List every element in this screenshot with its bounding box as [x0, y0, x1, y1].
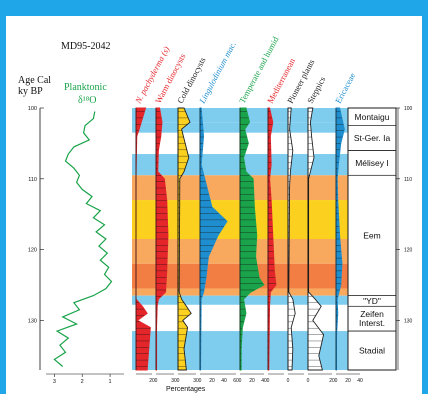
- zone-label: "YD": [363, 296, 381, 306]
- column-label: Lingulodinium mac.: [196, 40, 237, 106]
- column-tick-label: 20: [329, 378, 335, 384]
- isotope-label-line1: Planktonic: [64, 82, 107, 93]
- column-tick-label: 20: [345, 378, 351, 384]
- series-area: [307, 107, 325, 371]
- column-tick-label: 40: [261, 378, 267, 384]
- column-tick-label: 0: [155, 378, 158, 384]
- column-tick-label: 0: [177, 378, 180, 384]
- chart-title: MD95-2042: [61, 41, 110, 52]
- zone-label: St-Ger. Ia: [354, 133, 391, 143]
- column-tick-label: 20: [209, 378, 215, 384]
- column-label: Ericaceae: [333, 71, 357, 105]
- column-tick-label: 0: [239, 378, 242, 384]
- zone-label: Eem: [363, 230, 380, 240]
- column-tick-label: 60: [233, 378, 239, 384]
- isotope-tick-label: 1: [109, 379, 112, 385]
- age-tick-label: 130: [28, 318, 37, 324]
- isotope-tick-label: 2: [81, 379, 84, 385]
- column-tick-label: 0: [287, 378, 290, 384]
- column-tick-label: 30: [171, 378, 177, 384]
- x-axis-label: Percentages: [166, 386, 206, 393]
- figure-panel: MD95-2042 Age Cal ky BP Planktonic δ¹⁸O …: [6, 16, 422, 394]
- column-tick-label: 40: [221, 378, 227, 384]
- age-tick-label: 120: [28, 248, 37, 254]
- column-tick-label: 0: [199, 378, 202, 384]
- column-tick-label: 0: [267, 378, 270, 384]
- isotope-panel: 100 110 120 130 3 2 1: [28, 106, 124, 385]
- right-tick-label: 120: [404, 248, 413, 254]
- pollen-diagram: MD95-2042 Age Cal ky BP Planktonic δ¹⁸O …: [18, 34, 413, 393]
- y-axis-label-line1: Age Cal: [18, 75, 51, 86]
- zone-box-6: [347, 330, 397, 371]
- zone-column: Montaigu St-Ger. Ia Mélisey I Eem "YD" Zeifen…: [347, 106, 413, 371]
- column-label: Steppics: [305, 75, 327, 105]
- age-tick-label: 100: [28, 106, 37, 112]
- isotope-tick-label: 3: [53, 379, 56, 385]
- column-tick-label: 0: [335, 378, 338, 384]
- isotope-label-line2: δ¹⁸O: [78, 95, 96, 106]
- y-axis-label-line2: ky BP: [18, 86, 43, 97]
- column-tick-label: 0: [307, 378, 310, 384]
- column-tick-label: 40: [357, 378, 363, 384]
- series-area: [177, 107, 192, 371]
- right-tick-label: 110: [404, 177, 412, 183]
- age-tick-label: 110: [28, 177, 37, 183]
- zone-label: Interst.: [359, 318, 385, 328]
- column-tick-label: 20: [149, 378, 155, 384]
- zone-label: Mélisey I: [355, 158, 389, 168]
- isotope-curve: [53, 111, 113, 367]
- right-tick-label: 100: [404, 106, 413, 112]
- zone-label: Montaigu: [355, 112, 390, 122]
- zone-label: Zeifen: [360, 309, 384, 319]
- column-tick-label: 30: [193, 378, 199, 384]
- column-tick-label: 20: [249, 378, 255, 384]
- zone-label: Stadial: [359, 346, 385, 356]
- right-tick-label: 130: [404, 318, 413, 324]
